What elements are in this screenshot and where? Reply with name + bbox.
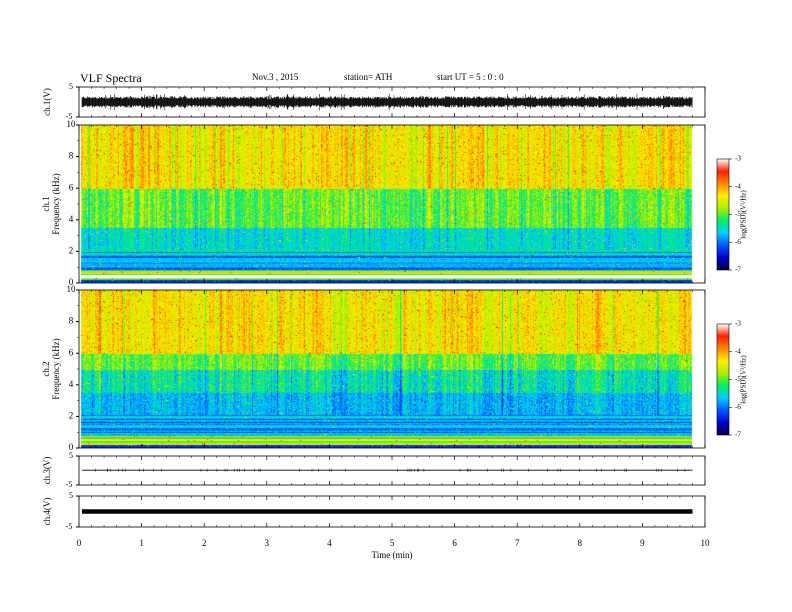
channel-label: ch.2 <box>41 361 51 376</box>
colorbar-tick-label: -4 <box>735 347 741 355</box>
ch2-spectrogram-image <box>79 290 705 448</box>
x-axis-label: Time (min) <box>372 550 413 560</box>
x-tick-label: 2 <box>202 538 207 548</box>
y-axis-label: ch.3(V) <box>42 457 52 485</box>
y-tick-label: 0 <box>69 442 74 452</box>
colorbar-tick-label: -4 <box>735 182 741 190</box>
x-tick-label: 8 <box>578 538 583 548</box>
y-axis-label: Frequency (kHz) <box>51 173 61 234</box>
ch3-waveform-spikes <box>95 468 686 472</box>
x-tick-label: 7 <box>515 538 520 548</box>
colorbar-tick-label: -6 <box>735 403 741 411</box>
x-tick-label: 10 <box>701 538 711 548</box>
ch1-waveform-trace <box>81 93 693 111</box>
x-tick-label: 6 <box>452 538 457 548</box>
colorbar <box>716 158 730 271</box>
y-tick-label: 2 <box>69 245 74 255</box>
y-axis-label: ch.1(V) <box>42 88 52 116</box>
colorbar-tick-label: -5 <box>735 375 741 383</box>
y-tick-label: 8 <box>69 316 74 326</box>
colorbar-tick-label: -3 <box>735 155 741 163</box>
date-label: Nov.3 , 2015 <box>252 72 299 82</box>
y-tick-label: 4 <box>69 214 74 224</box>
y-tick-label: 5 <box>69 491 73 500</box>
y-tick-label: 10 <box>67 119 77 129</box>
y-tick-label: -5 <box>66 112 73 121</box>
y-tick-label: 2 <box>69 410 74 420</box>
chart-title: VLF Spectra <box>80 71 142 85</box>
y-tick-label: 6 <box>69 347 74 357</box>
y-tick-label: -5 <box>66 522 73 531</box>
channel-label: ch.1 <box>41 196 51 211</box>
y-tick-label: 8 <box>69 151 74 161</box>
x-tick-label: 5 <box>390 538 395 548</box>
colorbar <box>716 323 730 436</box>
y-axis-label: ch.4(V) <box>42 498 52 526</box>
colorbar-tick-label: -7 <box>735 266 741 274</box>
colorbar-tick-label: -5 <box>735 210 741 218</box>
y-tick-label: -5 <box>66 480 73 489</box>
colorbar-label: log(PSD)(V²/Hz) <box>740 355 748 404</box>
y-tick-label: 0 <box>69 277 74 287</box>
y-tick-label: 10 <box>67 284 77 294</box>
y-tick-label: 5 <box>69 82 73 91</box>
start-time-label: start UT = 5 : 0 : 0 <box>437 72 504 82</box>
colorbar-tick-label: -6 <box>735 238 741 246</box>
ch1-spectrogram-image <box>79 125 705 283</box>
colorbar-label: log(PSD)(V²/Hz) <box>740 190 748 239</box>
y-tick-label: 5 <box>69 451 73 460</box>
x-tick-label: 4 <box>327 538 332 548</box>
y-tick-label: 4 <box>69 379 74 389</box>
x-tick-label: 9 <box>640 538 645 548</box>
x-tick-label: 0 <box>77 538 82 548</box>
x-tick-label: 1 <box>139 538 144 548</box>
colorbar-tick-label: -3 <box>735 320 741 328</box>
colorbar-tick-label: -7 <box>735 431 741 439</box>
y-axis-label: Frequency (kHz) <box>51 338 61 399</box>
y-tick-label: 6 <box>69 182 74 192</box>
station-label: station= ATH <box>344 72 393 82</box>
x-tick-label: 3 <box>265 538 270 548</box>
